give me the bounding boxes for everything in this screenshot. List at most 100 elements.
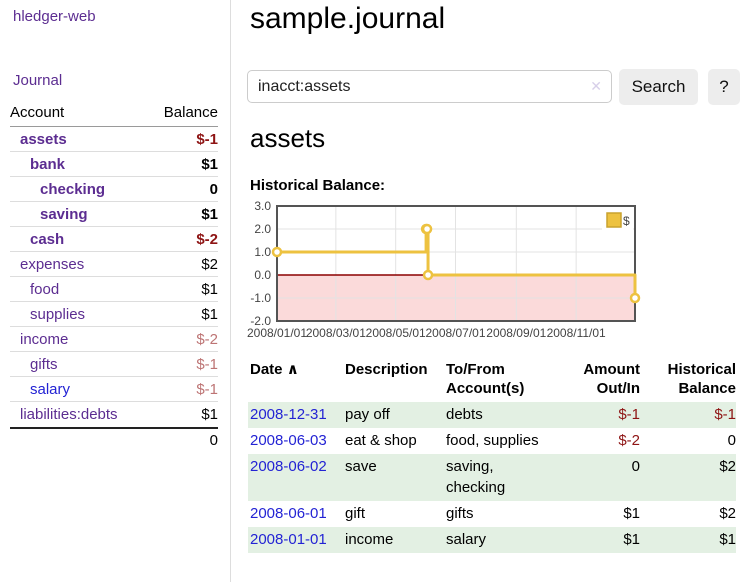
transaction-balance: $2 bbox=[719, 505, 736, 522]
balance-column-header: Historical Balance bbox=[667, 361, 736, 397]
transaction-accounts: salary bbox=[446, 531, 487, 548]
search-button[interactable]: Search bbox=[619, 69, 698, 105]
transaction-amount: $-2 bbox=[618, 432, 640, 449]
register-rows: 2008-12-31 pay off debts $-1 $-1 2008-06-03 ea… bbox=[248, 402, 736, 553]
sidebar: hledger-web Journal Account Balance asse… bbox=[0, 0, 231, 582]
chart-title: Historical Balance: bbox=[250, 177, 386, 194]
transaction-row: 2008-06-03 eat & shop food, supplies $-2 0 bbox=[248, 428, 736, 454]
account-heading: assets bbox=[250, 123, 326, 153]
transaction-description: save bbox=[345, 458, 377, 475]
description-column-header: Description bbox=[345, 361, 428, 378]
accounts-column-header: To/From Account(s) bbox=[446, 361, 525, 397]
clear-search-icon[interactable]: ✕ bbox=[590, 78, 602, 94]
account-row: gifts $-1 bbox=[10, 352, 218, 377]
register-table-header: Date ∧ Description To/From Account(s) Am… bbox=[248, 360, 736, 402]
transaction-date-link[interactable]: 2008-12-31 bbox=[250, 406, 327, 423]
account-balance: $-2 bbox=[196, 330, 218, 348]
account-row: checking 0 bbox=[10, 177, 218, 202]
account-balance: $1 bbox=[201, 155, 218, 173]
chart-canvas[interactable]: $3.0 2.0 1.0 0.0 -1.0 -2.02008/01/012008/03/0… bbox=[240, 199, 700, 351]
transaction-accounts: debts bbox=[446, 406, 483, 423]
account-row: saving $1 bbox=[10, 202, 218, 227]
x-axis-tick-label: 2008/09/01 bbox=[486, 326, 546, 340]
x-axis-tick-label: 2008/03/01 bbox=[306, 326, 366, 340]
sidebar-account-link[interactable]: salary bbox=[30, 380, 71, 398]
legend-swatch-icon bbox=[606, 212, 622, 228]
transaction-date-link[interactable]: 2008-01-01 bbox=[250, 531, 327, 548]
sidebar-account-link[interactable]: saving bbox=[40, 205, 88, 223]
transaction-date-cell: 2008-12-31 bbox=[248, 404, 345, 425]
transaction-accounts: saving, checking bbox=[446, 458, 506, 496]
accounts-list: assets $-1 bank $1 checking 0 saving $1 cash $-2 e… bbox=[10, 127, 218, 427]
app-title-link[interactable]: hledger-web bbox=[13, 8, 96, 25]
sidebar-account-link[interactable]: expenses bbox=[20, 255, 85, 273]
data-point[interactable] bbox=[422, 269, 434, 281]
sidebar-account-link[interactable]: bank bbox=[30, 155, 66, 173]
y-axis-tick-label: 3.0 bbox=[254, 199, 271, 213]
transaction-date-link[interactable]: 2008-06-01 bbox=[250, 505, 327, 522]
y-axis-tick-label: -1.0 bbox=[250, 291, 271, 305]
help-button[interactable]: ? bbox=[708, 69, 740, 105]
sidebar-account-link[interactable]: gifts bbox=[30, 355, 58, 373]
search-box: ✕ bbox=[247, 70, 612, 103]
data-point[interactable] bbox=[271, 246, 283, 258]
transaction-amount: 0 bbox=[631, 458, 640, 475]
account-row: expenses $2 bbox=[10, 252, 218, 277]
account-row: liabilities:debts $1 bbox=[10, 402, 218, 427]
search-input[interactable] bbox=[258, 72, 593, 101]
sort-ascending-icon: ∧ bbox=[286, 361, 299, 378]
transaction-row: 2008-06-01 gift gifts $1 $2 bbox=[248, 501, 736, 527]
transaction-amount: $-1 bbox=[618, 406, 640, 423]
transaction-amount: $1 bbox=[623, 505, 640, 522]
transaction-date-cell: 2008-06-03 bbox=[248, 430, 345, 451]
account-balance: $1 bbox=[201, 280, 218, 298]
account-balance: 0 bbox=[209, 180, 218, 198]
account-row: food $1 bbox=[10, 277, 218, 302]
transaction-date-link[interactable]: 2008-06-02 bbox=[250, 458, 327, 475]
transaction-date-link[interactable]: 2008-06-03 bbox=[250, 432, 327, 449]
account-row: salary $-1 bbox=[10, 377, 218, 402]
legend-label: $ bbox=[623, 214, 630, 228]
account-row: bank $1 bbox=[10, 152, 218, 177]
sidebar-account-link[interactable]: assets bbox=[20, 130, 67, 148]
amount-column-header: Amount Out/In bbox=[583, 361, 640, 397]
data-point[interactable] bbox=[421, 223, 433, 235]
account-balance: $-1 bbox=[196, 380, 218, 398]
transaction-description: eat & shop bbox=[345, 432, 417, 449]
account-balance: $1 bbox=[201, 205, 218, 223]
transaction-date-cell: 2008-06-02 bbox=[248, 456, 345, 498]
transaction-balance: $1 bbox=[719, 531, 736, 548]
page-title: sample.journal bbox=[250, 2, 446, 35]
account-column-header: Account bbox=[10, 104, 65, 121]
account-row: cash $-2 bbox=[10, 227, 218, 252]
x-axis-tick-label: 2008/05/01 bbox=[366, 326, 426, 340]
data-point[interactable] bbox=[629, 292, 641, 304]
transaction-row: 2008-12-31 pay off debts $-1 $-1 bbox=[248, 402, 736, 428]
transaction-amount: $1 bbox=[623, 531, 640, 548]
historical-balance-chart[interactable]: $3.0 2.0 1.0 0.0 -1.0 -2.0 2008/01/01 2008/03/0… bbox=[240, 199, 700, 351]
account-balance: $1 bbox=[201, 406, 218, 423]
account-balance: $-1 bbox=[196, 130, 218, 148]
transaction-row: 2008-01-01 income salary $1 $1 bbox=[248, 527, 736, 553]
register-table: Date ∧ Description To/From Account(s) Am… bbox=[248, 360, 736, 553]
x-axis-tick-label: 2008/07/01 bbox=[425, 326, 485, 340]
sidebar-item-journal[interactable]: Journal bbox=[13, 72, 63, 89]
transaction-description: gift bbox=[345, 505, 366, 522]
transaction-accounts: gifts bbox=[446, 505, 474, 522]
sidebar-account-link[interactable]: checking bbox=[40, 180, 106, 198]
transaction-accounts: food, supplies bbox=[446, 432, 539, 449]
account-balance: $-1 bbox=[196, 355, 218, 373]
account-row: supplies $1 bbox=[10, 302, 218, 327]
sidebar-account-link[interactable]: supplies bbox=[30, 305, 86, 323]
x-axis-tick-label: 2008/11/01 bbox=[547, 326, 606, 340]
sidebar-account-link[interactable]: cash bbox=[30, 230, 65, 248]
sidebar-account-link[interactable]: liabilities:debts bbox=[20, 406, 118, 423]
sidebar-account-link[interactable]: food bbox=[30, 280, 60, 298]
sidebar-account-link[interactable]: income bbox=[20, 330, 69, 348]
x-axis-tick-label: 2008/01/01 bbox=[247, 326, 307, 340]
account-balance: $-2 bbox=[196, 230, 218, 248]
transaction-description: pay off bbox=[345, 406, 390, 423]
accounts-total-row: 0 bbox=[10, 427, 218, 452]
transaction-balance: 0 bbox=[727, 432, 736, 449]
date-column-header[interactable]: Date ∧ bbox=[250, 361, 299, 378]
